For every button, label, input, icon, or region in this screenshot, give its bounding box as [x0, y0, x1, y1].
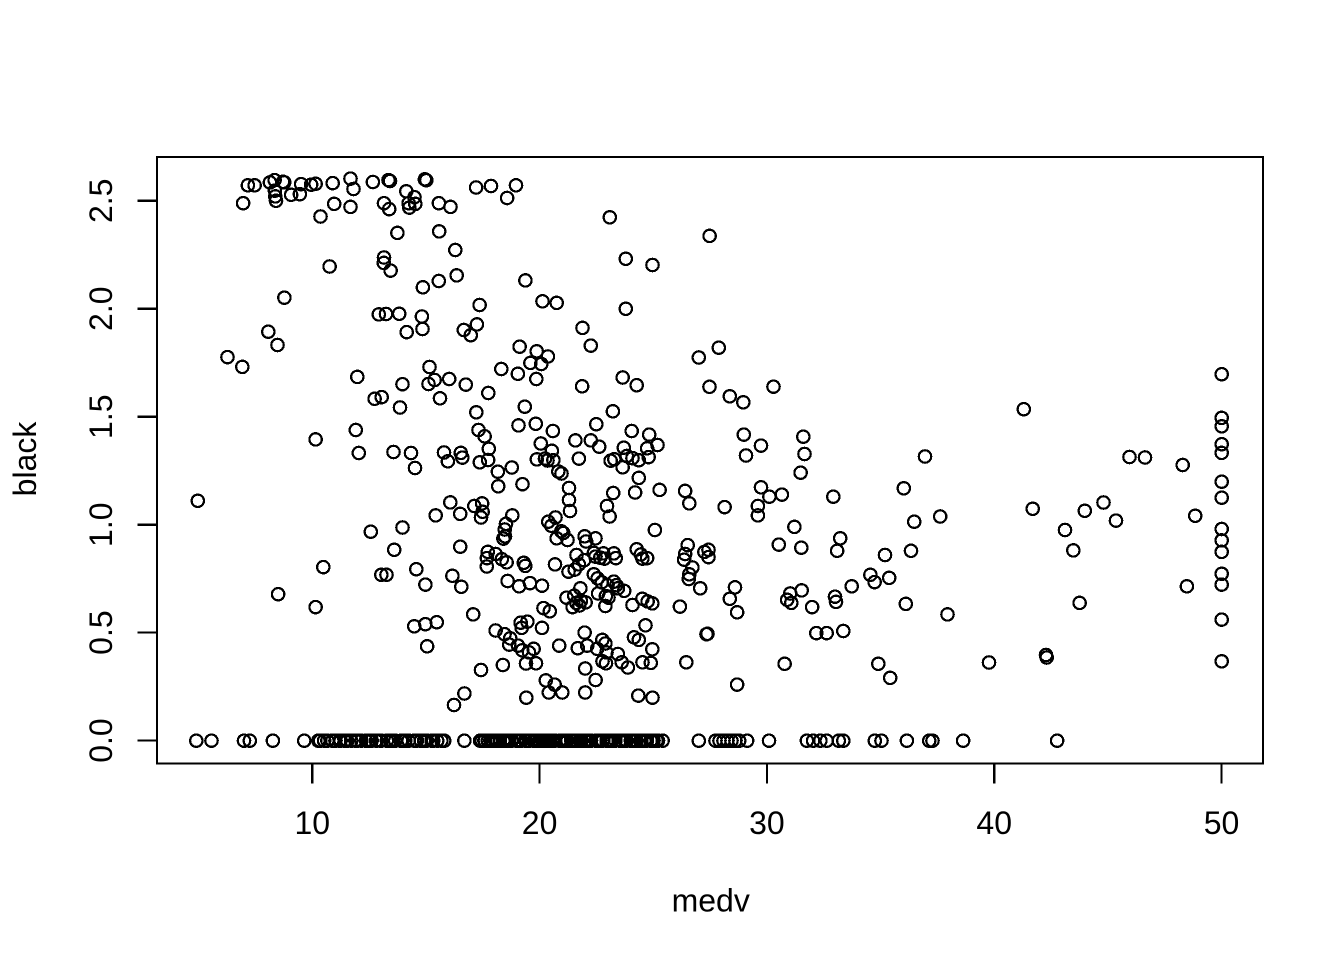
svg-text:black: black: [7, 421, 43, 497]
svg-text:medv: medv: [672, 883, 750, 919]
svg-text:1.0: 1.0: [83, 502, 119, 546]
svg-text:1.5: 1.5: [83, 394, 119, 438]
svg-text:0.0: 0.0: [83, 718, 119, 762]
svg-text:10: 10: [295, 805, 331, 841]
svg-text:20: 20: [522, 805, 558, 841]
svg-text:50: 50: [1204, 805, 1240, 841]
svg-text:0.5: 0.5: [83, 610, 119, 654]
svg-text:40: 40: [976, 805, 1012, 841]
svg-text:2.5: 2.5: [83, 179, 119, 223]
svg-text:2.0: 2.0: [83, 286, 119, 330]
svg-text:30: 30: [749, 805, 785, 841]
